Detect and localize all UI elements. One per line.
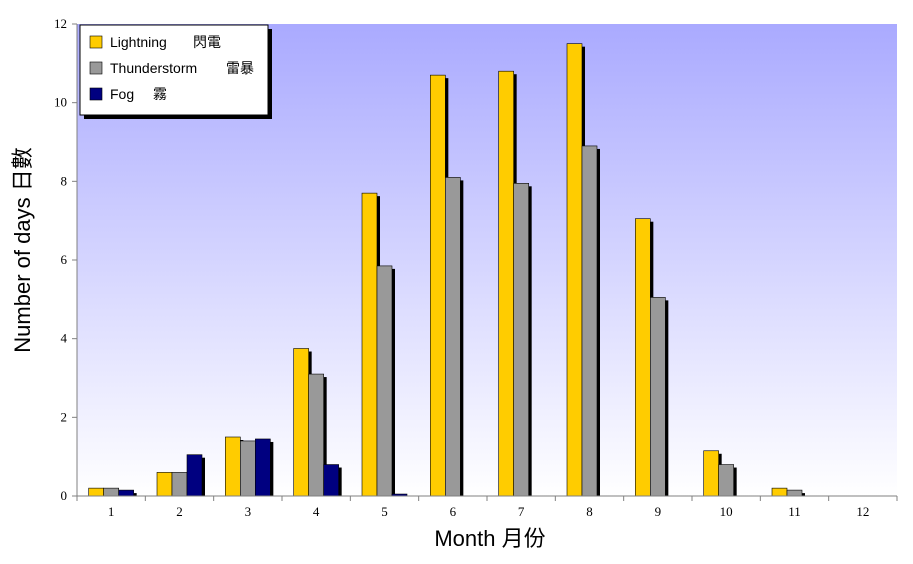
legend-swatch-thunderstorm	[89, 61, 103, 75]
legend-label-zh-fog: 霧	[153, 86, 167, 102]
x-tick-label: 1	[108, 504, 115, 519]
bar-thunderstorm-11	[786, 489, 803, 497]
x-tick-label: 9	[655, 504, 662, 519]
bar-lightning-3	[225, 436, 241, 497]
x-tick-label: 10	[720, 504, 733, 519]
bar-thunderstorm-8	[581, 145, 598, 497]
legend-swatch-lightning	[89, 35, 103, 49]
legend-label-fog: Fog	[110, 86, 134, 102]
bar-lightning-4	[293, 348, 309, 497]
bar-lightning-8	[566, 43, 583, 497]
bar-lightning-5	[361, 192, 378, 497]
y-tick-label: 6	[61, 252, 68, 267]
x-axis-title: Month 月份	[434, 526, 545, 551]
bars-group	[88, 43, 805, 497]
legend-swatch-fog	[89, 87, 103, 101]
x-tick-label: 8	[586, 504, 593, 519]
y-tick-label: 10	[54, 95, 67, 110]
x-tick-label: 3	[245, 504, 252, 519]
x-tick-label: 2	[176, 504, 183, 519]
axes-group	[72, 23, 898, 501]
legend-label-thunderstorm: Thunderstorm	[110, 60, 197, 76]
bar-lightning-1	[88, 487, 104, 497]
legend-label-zh-thunderstorm: 雷暴	[226, 60, 254, 76]
bar-thunderstorm-4	[308, 373, 324, 497]
bar-fog-3	[255, 438, 271, 497]
bar-thunderstorm-9	[650, 297, 666, 497]
y-tick-label: 2	[61, 409, 68, 424]
bar-fog-1	[118, 489, 134, 497]
legend-label-lightning: Lightning	[110, 34, 167, 50]
bar-thunderstorm-7	[513, 183, 529, 497]
x-tick-label: 4	[313, 504, 320, 519]
x-tick-label: 11	[788, 504, 801, 519]
bar-lightning-6	[430, 74, 446, 497]
bar-thunderstorm-10	[718, 464, 734, 497]
legend-label-zh-lightning: 閃電	[193, 34, 221, 50]
bar-thunderstorm-6	[445, 177, 461, 497]
bar-lightning-9	[635, 218, 651, 497]
bar-lightning-2	[156, 472, 173, 497]
bar-lightning-11	[771, 487, 788, 497]
bar-fog-4	[323, 464, 339, 497]
y-tick-label: 12	[54, 16, 67, 31]
bar-fog-2	[186, 454, 203, 497]
y-tick-label: 8	[61, 173, 68, 188]
y-tick-label: 4	[61, 331, 68, 346]
bar-thunderstorm-2	[171, 472, 188, 497]
bar-lightning-10	[703, 450, 719, 497]
x-tick-label: 5	[381, 504, 388, 519]
x-tick-label: 7	[518, 504, 525, 519]
y-tick-label: 0	[61, 488, 68, 503]
x-tick-label: 6	[450, 504, 457, 519]
x-tick-label: 12	[856, 504, 869, 519]
bar-thunderstorm-5	[376, 265, 393, 497]
bar-thunderstorm-3	[240, 440, 256, 497]
legend-items: Lightning 閃電 Thunderstorm 雷暴 Fog 霧	[89, 34, 254, 102]
bar-thunderstorm-1	[103, 487, 119, 497]
y-axis-title: Number of days 日數	[10, 147, 35, 352]
bar-lightning-7	[498, 70, 514, 497]
legend-box	[79, 24, 269, 116]
legend: Lightning 閃電 Thunderstorm 雷暴 Fog 霧	[79, 24, 272, 119]
